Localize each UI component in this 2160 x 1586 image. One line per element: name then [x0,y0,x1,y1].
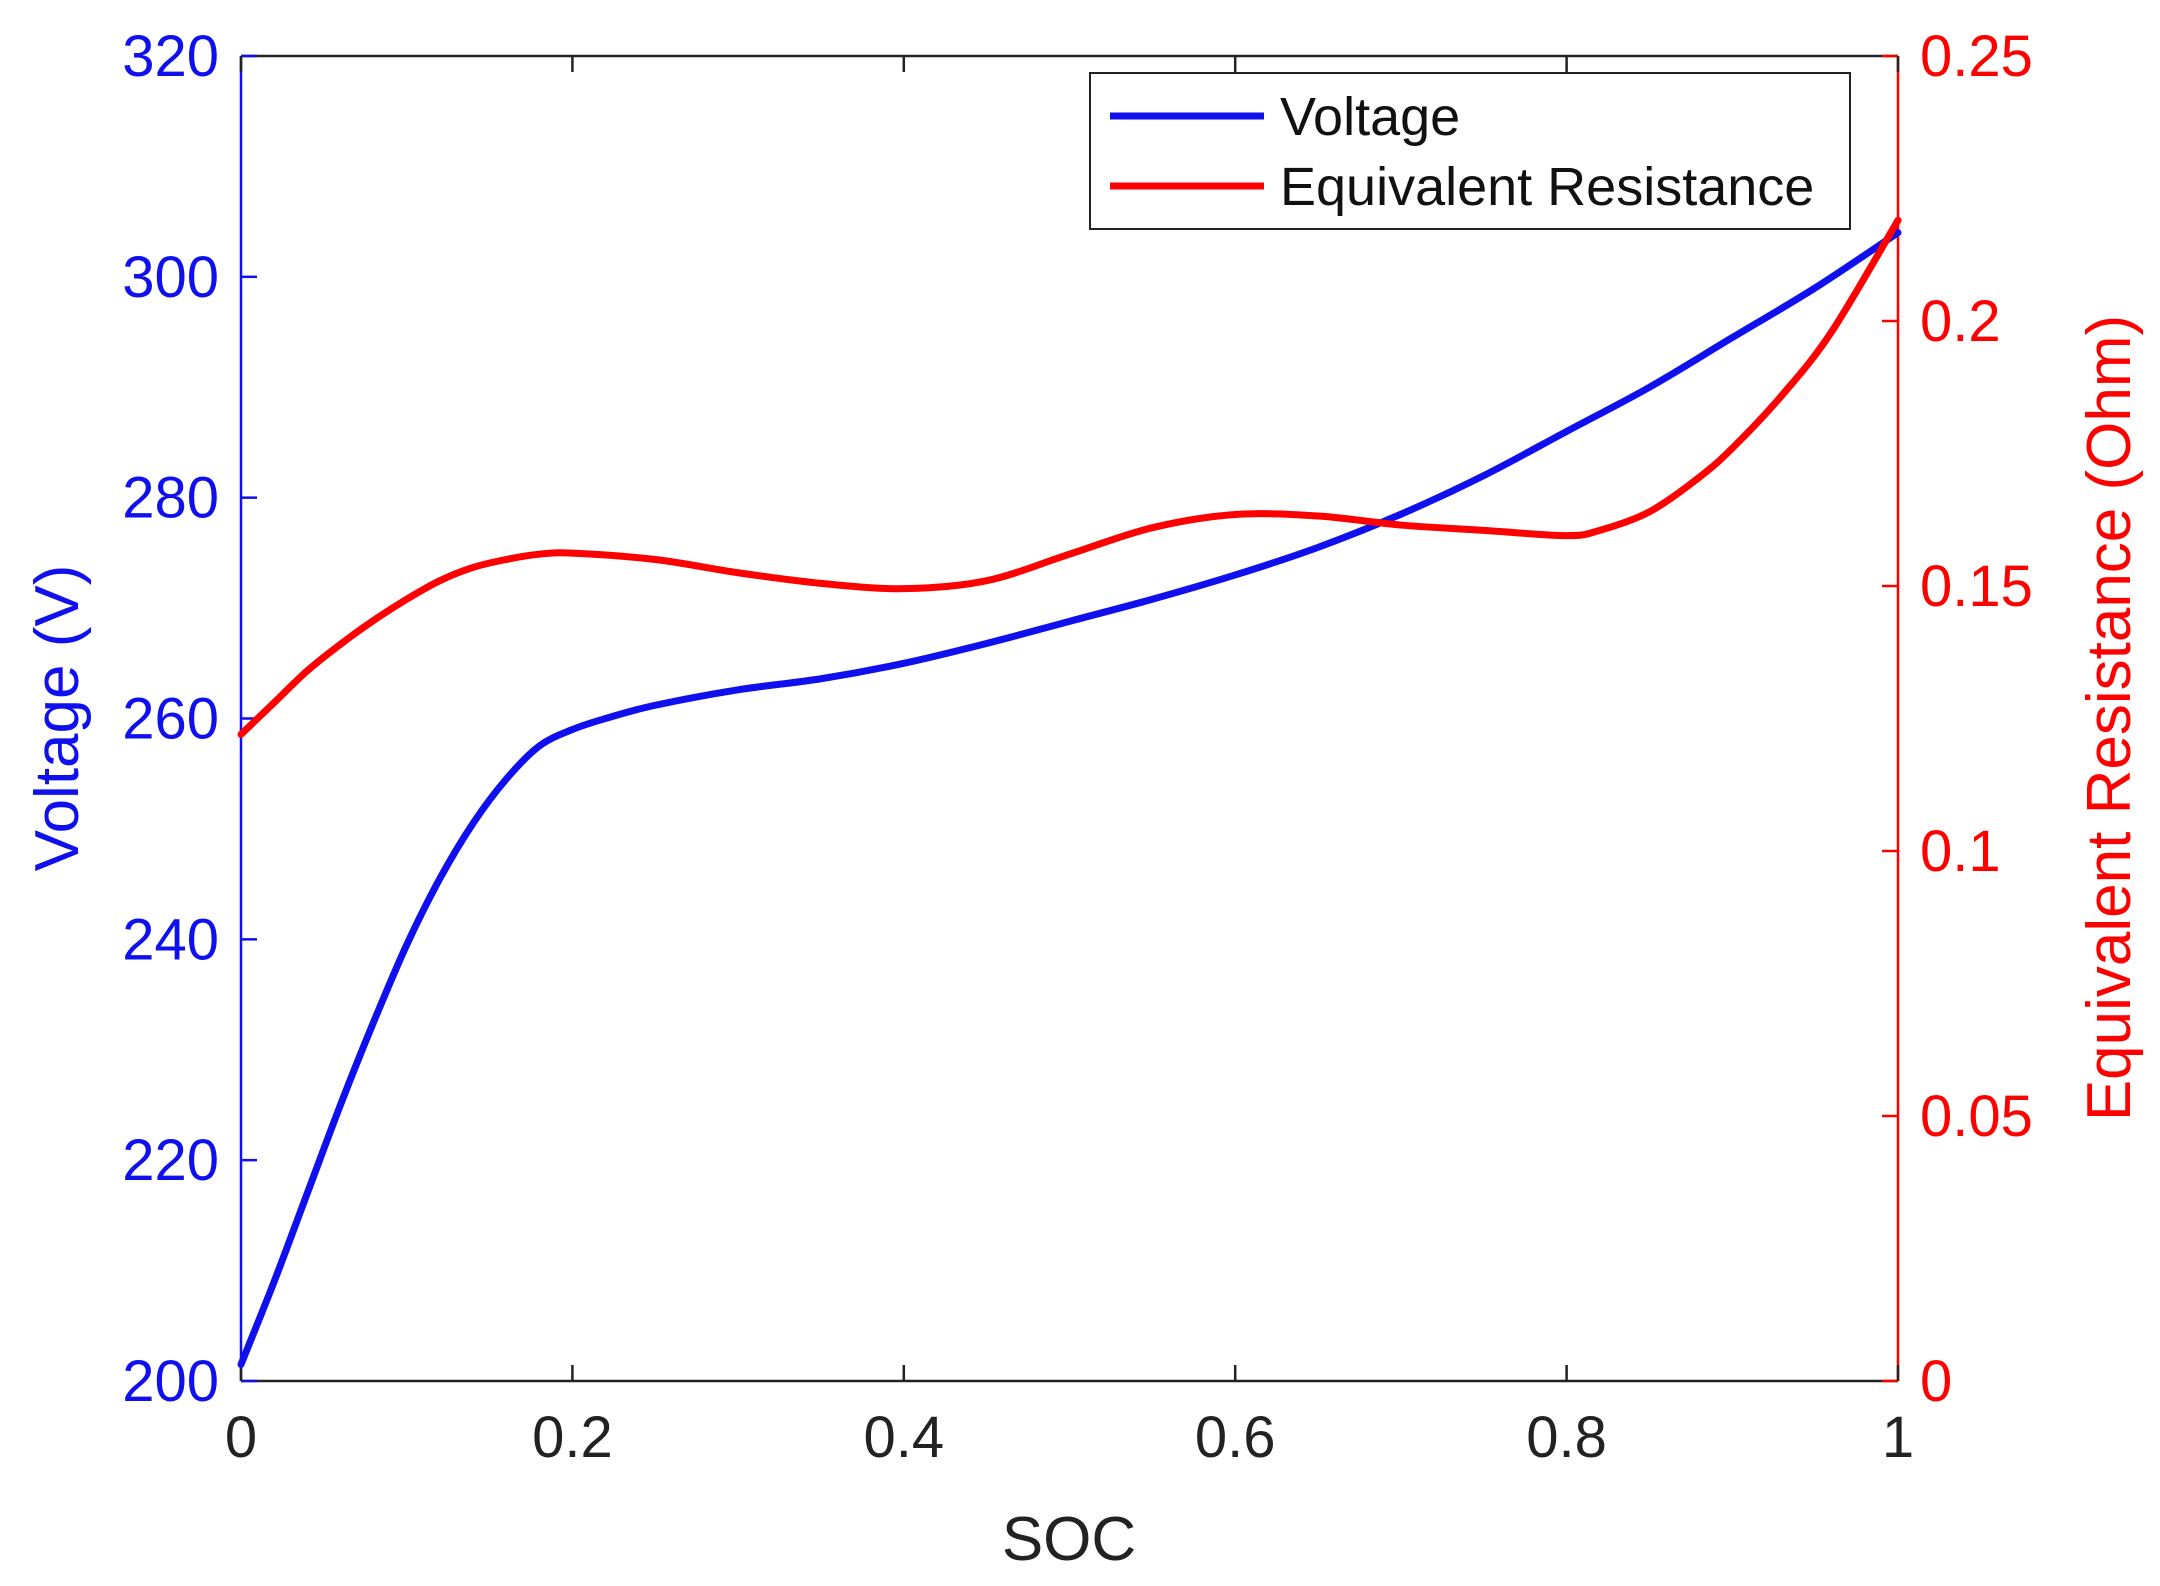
right-tick-label: 0.15 [1920,554,2033,619]
left-tick-label: 300 [122,245,219,310]
right-tick-label: 0.1 [1920,819,2001,884]
legend: Voltage Equivalent Resistance [1089,72,1851,230]
x-tick-label: 0 [225,1405,257,1470]
right-tick-label: 0.05 [1920,1084,2033,1149]
x-tick-label: 0.4 [863,1405,944,1470]
left-tick-label: 240 [122,907,219,972]
right-tick-label: 0.25 [1920,24,2033,89]
series-line-voltage [237,229,1902,1368]
right-ticks: 0 0.05 0.1 0.15 0.2 0.25 [1882,24,2033,1414]
x-tick-label: 1 [1882,1405,1914,1470]
legend-box [1089,72,1851,230]
left-tick-label: 320 [122,24,219,89]
x-tick-label: 0.2 [532,1405,613,1470]
left-axis-title: Voltage (V) [23,565,92,872]
right-axis-title: Equivalent Resistance (Ohm) [2075,315,2144,1121]
legend-label-voltage: Voltage [1280,87,1460,147]
x-tick-label: 0.6 [1195,1405,1276,1470]
x-axis-title: SOC [1002,1505,1136,1574]
series-layer [237,216,1902,1368]
right-tick-label: 0 [1920,1349,1952,1414]
left-tick-label: 280 [122,466,219,531]
legend-label-resistance: Equivalent Resistance [1280,157,1814,217]
left-tick-label: 220 [122,1128,219,1193]
left-tick-label: 260 [122,687,219,752]
x-tick-label: 0.8 [1526,1405,1607,1470]
left-ticks: 200 220 240 260 280 300 320 [122,24,257,1414]
left-tick-label: 200 [122,1349,219,1414]
x-ticks: 0 0.2 0.4 0.6 0.8 1 [225,56,1914,1470]
series-line-resistance [237,216,1902,738]
right-tick-label: 0.2 [1920,289,2001,354]
